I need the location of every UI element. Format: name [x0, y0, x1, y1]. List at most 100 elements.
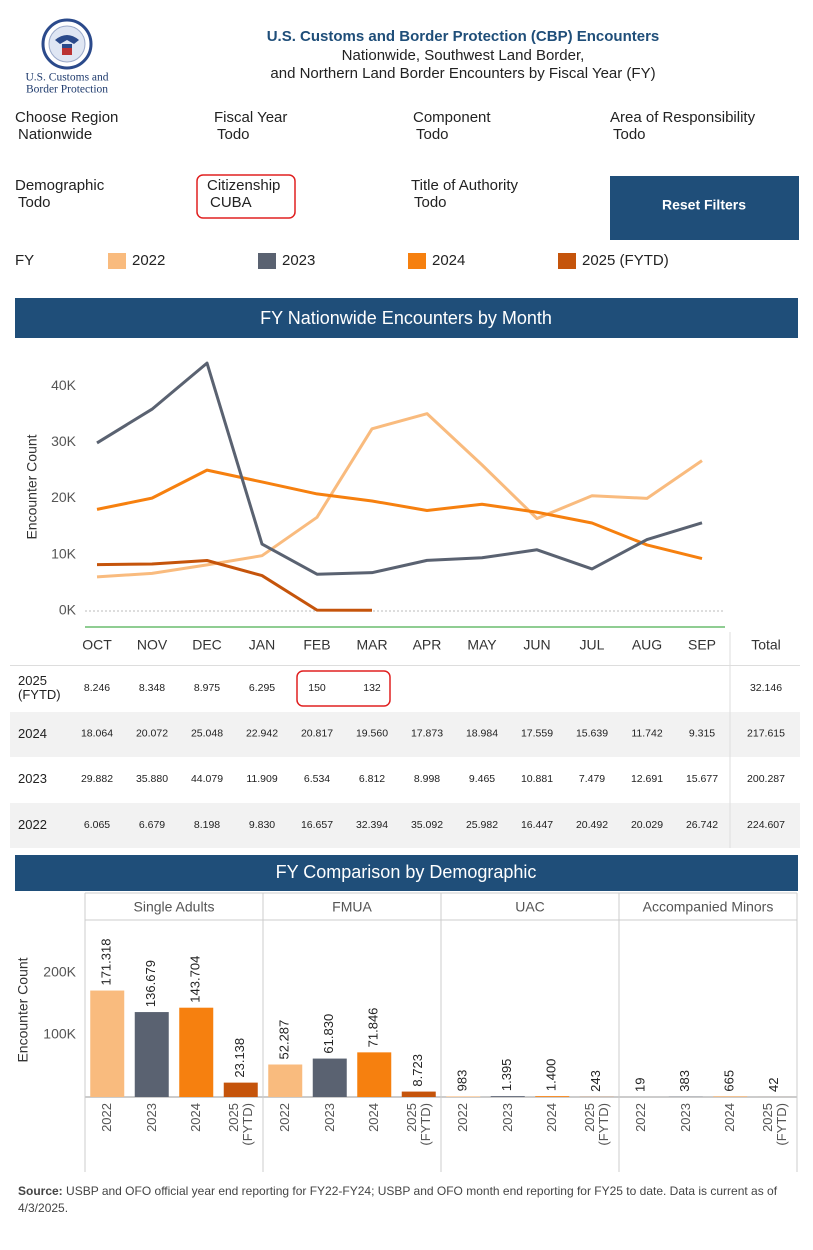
table-cell: 9.830 — [249, 819, 275, 831]
table-row-label: 2025 (FYTD) — [18, 673, 61, 702]
y-tick-label: 0K — [59, 602, 77, 618]
y-tick-label: 100K — [43, 1026, 76, 1042]
x-tick-label: JAN — [249, 637, 275, 653]
table-cell: 6.065 — [84, 819, 110, 831]
x-tick-label: MAR — [356, 637, 387, 653]
data-label: 136.679 — [143, 960, 158, 1007]
x-tick-label: 2024 — [188, 1103, 204, 1132]
table-cell: 6.679 — [139, 819, 165, 831]
bar — [446, 1096, 481, 1097]
line-series — [96, 468, 703, 561]
table-cell: 7.479 — [579, 773, 605, 785]
table-cell: 6.812 — [359, 773, 385, 785]
legend-item: 2022 — [132, 252, 165, 269]
x-tick-label: JUL — [580, 637, 605, 653]
x-tick-label: 2023 — [677, 1103, 693, 1132]
table-cell: 20.492 — [576, 819, 608, 831]
table-cell: 20.072 — [136, 727, 168, 739]
data-label: 383 — [677, 1070, 692, 1092]
table-cell: 8.975 — [194, 682, 220, 694]
line-series — [96, 412, 703, 579]
highlight — [196, 174, 296, 219]
facet-label: UAC — [515, 899, 545, 915]
table-cell: 25.982 — [466, 819, 498, 831]
filter-label: Choose Region — [15, 109, 118, 126]
x-tick-label: MAY — [467, 637, 497, 653]
x-tick-label: 2025 (FYTD) — [759, 1103, 789, 1146]
table-cell: 26.742 — [686, 819, 718, 831]
bar — [223, 1082, 258, 1097]
table-cell: 35.880 — [136, 773, 168, 785]
table-cell: 18.064 — [81, 727, 113, 739]
bar — [90, 990, 125, 1097]
x-tick-label: DEC — [192, 637, 222, 653]
table-cell: 16.657 — [301, 819, 333, 831]
x-tick-label: 2022 — [633, 1103, 649, 1132]
filter-value: Todo — [217, 126, 250, 143]
y-tick-label: 200K — [43, 963, 76, 979]
x-tick-label: AUG — [632, 637, 662, 653]
data-label: 1.400 — [544, 1059, 559, 1092]
bar — [401, 1091, 436, 1097]
filter-value: Todo — [414, 194, 447, 211]
table-total: 32.146 — [750, 682, 782, 694]
line-series — [96, 559, 373, 612]
data-label: 665 — [722, 1070, 737, 1092]
table-cell: 6.534 — [304, 773, 330, 785]
table-total: 200.287 — [747, 773, 785, 785]
filter-value: Todo — [613, 126, 646, 143]
table-cell: 8.348 — [139, 682, 165, 694]
data-label: 23.138 — [232, 1038, 247, 1078]
legend-swatch — [108, 253, 126, 269]
x-tick-label: 2024 — [544, 1103, 560, 1132]
table-cell: 22.942 — [246, 727, 278, 739]
data-label: 71.846 — [366, 1008, 381, 1048]
y-axis-label: Encounter Count — [24, 434, 40, 539]
subtitle: Nationwide, Southwest Land Border, — [342, 47, 585, 64]
table-cell: 8.198 — [194, 819, 220, 831]
x-tick-label: 2022 — [99, 1103, 115, 1132]
table-cell: 32.394 — [356, 819, 388, 831]
chart-title: FY Nationwide Encounters by Month — [260, 308, 552, 328]
table-rule — [10, 665, 800, 666]
table-header: Total — [751, 637, 781, 653]
y-tick-label: 30K — [51, 433, 77, 449]
x-tick-label: APR — [413, 637, 442, 653]
table-cell: 9.465 — [469, 773, 495, 785]
reset-button-label[interactable]: Reset Filters — [662, 197, 746, 213]
table-cell: 8.998 — [414, 773, 440, 785]
data-label: 19 — [633, 1078, 648, 1092]
data-label: 42 — [766, 1078, 781, 1092]
x-tick-label: 2025 (FYTD) — [403, 1103, 433, 1146]
x-tick-label: 2025 (FYTD) — [581, 1103, 611, 1146]
legend-item: 2023 — [282, 252, 315, 269]
bar — [535, 1096, 570, 1097]
x-tick-label: 2022 — [455, 1103, 471, 1132]
table-cell: 15.677 — [686, 773, 718, 785]
facet-label: Single Adults — [134, 899, 215, 915]
legend-swatch — [258, 253, 276, 269]
table-cell: 16.447 — [521, 819, 553, 831]
table-cell: 44.079 — [191, 773, 223, 785]
section-header — [15, 855, 798, 891]
table-cell: 132 — [363, 682, 381, 694]
table-cell: 12.691 — [631, 773, 663, 785]
filter-value: CUBA — [210, 194, 252, 211]
x-tick-label: 2022 — [277, 1103, 293, 1132]
table-cell: 18.984 — [466, 727, 498, 739]
filter-label: Citizenship — [207, 177, 280, 194]
table-cell: 25.048 — [191, 727, 223, 739]
data-label: 983 — [455, 1070, 470, 1092]
x-tick-label: 2023 — [321, 1103, 337, 1132]
table-cell: 150 — [308, 682, 326, 694]
x-tick-label: 2024 — [366, 1103, 382, 1132]
logo — [41, 18, 93, 70]
bar — [134, 1012, 169, 1097]
y-axis-label: Encounter Count — [15, 957, 31, 1062]
x-tick-label: 2025 (FYTD) — [225, 1103, 255, 1146]
bar — [357, 1052, 392, 1097]
data-label: 243 — [588, 1070, 603, 1092]
reset-button[interactable] — [610, 176, 799, 240]
x-tick-label: SEP — [688, 637, 716, 653]
